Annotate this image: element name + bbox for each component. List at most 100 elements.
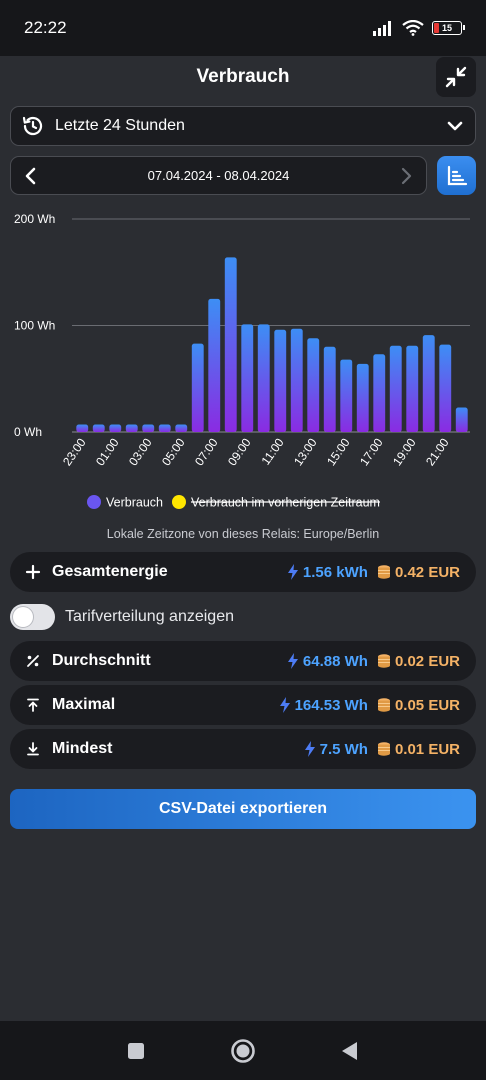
bar-1700[interactable] [373, 354, 386, 432]
chart-type-button[interactable] [437, 156, 476, 195]
bar-0900[interactable] [241, 324, 254, 432]
legend-label[interactable]: Verbrauch [106, 496, 163, 510]
bar-1300[interactable] [307, 338, 320, 432]
x-tick-label: 11:00 [259, 435, 287, 467]
status-time: 22:22 [24, 18, 67, 37]
coins-icon [377, 698, 390, 712]
bar-0600[interactable] [191, 343, 204, 432]
stat-maximum[interactable]: Maximal 164.53 Wh 0.05 EUR [10, 685, 476, 725]
bar-2000[interactable] [422, 335, 435, 432]
stat-cost-value: 0.05 EUR [394, 696, 460, 714]
back-icon[interactable] [340, 1040, 360, 1062]
bar-2300[interactable] [76, 424, 89, 432]
percent-icon [24, 654, 42, 668]
header: Verbrauch [0, 56, 486, 100]
stat-energy: 1.56 kWh [287, 564, 368, 581]
recents-icon[interactable] [126, 1041, 146, 1061]
stat-label: Maximal [52, 696, 116, 713]
stat-cost: 0.02 EUR [376, 653, 460, 670]
signal-icon [373, 21, 391, 36]
x-tick-label: 19:00 [390, 435, 419, 468]
bar-0100[interactable] [109, 424, 122, 432]
stat-label: Durchschnitt [52, 652, 151, 669]
consumption-chart-svg: 200 Wh 100 Wh 0 Wh 23:00 01:00 03:00 05:00 07:… [14, 212, 470, 510]
bar-2100[interactable] [439, 344, 452, 432]
coins-icon [377, 654, 390, 668]
toggle-knob [13, 607, 33, 627]
lightning-icon [287, 653, 298, 669]
export-csv-button[interactable]: CSV-Datei exportieren [10, 789, 476, 829]
bar-0800[interactable] [224, 257, 237, 432]
bar-1500[interactable] [340, 359, 353, 432]
bar-1800[interactable] [389, 345, 402, 432]
stat-cost: 0.01 EUR [376, 741, 460, 758]
x-tick-label: 21:00 [423, 435, 452, 468]
bar-1600[interactable] [356, 363, 369, 432]
stat-energy-value: 1.56 kWh [302, 563, 368, 581]
y-tick-label: 100 Wh [14, 319, 55, 333]
coins-icon [377, 565, 390, 579]
stat-energy: 64.88 Wh [287, 653, 368, 670]
x-tick-label: 15:00 [324, 435, 353, 468]
stat-label: Mindest [52, 740, 113, 757]
range-label: Letzte 24 Stunden [55, 117, 185, 134]
bar-0200[interactable] [125, 424, 138, 432]
x-tick-label: 09:00 [225, 435, 254, 468]
previous-date-icon[interactable] [23, 167, 39, 185]
bar-0000[interactable] [92, 424, 105, 432]
bar-chart-icon [447, 165, 467, 185]
wifi-icon [402, 20, 424, 36]
tariff-toggle-label: Tarifverteilung anzeigen [65, 608, 234, 625]
stat-average[interactable]: Durchschnitt 64.88 Wh 0.02 EUR [10, 641, 476, 681]
timezone-note: Lokale Zeitzone von dieses Relais: Europ… [106, 527, 380, 541]
bar-1000[interactable] [257, 324, 270, 432]
date-range: 07.04.2024 - 08.04.2024 [147, 168, 290, 183]
date-navigator: 07.04.2024 - 08.04.2024 [10, 156, 427, 195]
stat-minimum[interactable]: Mindest 7.5 Wh 0.01 EUR [10, 729, 476, 769]
stat-energy: 7.5 Wh [304, 741, 368, 758]
history-icon [22, 116, 43, 136]
battery-level: 15 [441, 23, 452, 33]
battery-icon: 15 [432, 21, 465, 35]
x-tick-label: 23:00 [60, 435, 89, 468]
legend-swatch[interactable] [171, 495, 186, 509]
stat-cost: 0.42 EUR [376, 564, 460, 581]
bar-0300[interactable] [142, 424, 155, 432]
bar-1400[interactable] [323, 346, 336, 432]
x-tick-label: 17:00 [357, 435, 386, 468]
stat-energy-value: 164.53 Wh [294, 696, 368, 714]
bar-1100[interactable] [274, 329, 287, 432]
status-icons: 15 [372, 20, 465, 36]
x-tick-label: 01:00 [93, 435, 122, 468]
x-tick-label: 13:00 [291, 435, 320, 468]
bar-0500[interactable] [175, 424, 188, 432]
y-tick-label: 200 Wh [14, 212, 55, 226]
stat-cost-value: 0.02 EUR [394, 652, 460, 670]
next-date-icon[interactable] [398, 167, 414, 185]
status-bar: 22:22 15 [0, 0, 486, 56]
arrow-up-to-line-icon [24, 698, 42, 712]
collapse-button[interactable] [436, 57, 476, 97]
system-nav-bar [0, 1021, 486, 1080]
tariff-toggle-row: Tarifverteilung anzeigen [10, 603, 476, 631]
lightning-icon [279, 697, 290, 713]
bar-2200[interactable] [455, 407, 468, 432]
coins-icon [377, 742, 390, 756]
stat-energy: 164.53 Wh [279, 697, 368, 714]
lightning-icon [287, 564, 298, 580]
bar-0400[interactable] [158, 424, 171, 432]
bar-1200[interactable] [290, 328, 303, 432]
tariff-toggle[interactable] [10, 604, 55, 630]
home-icon[interactable] [230, 1038, 256, 1064]
stat-cost-value: 0.42 EUR [394, 563, 460, 581]
stat-cost-value: 0.01 EUR [394, 740, 460, 758]
arrow-down-to-line-icon [24, 742, 42, 756]
stat-energy-value: 64.88 Wh [302, 652, 368, 670]
stat-total-energy[interactable]: Gesamtenergie 1.56 kWh 0.42 EUR [10, 552, 476, 592]
range-dropdown[interactable]: Letzte 24 Stunden [10, 106, 476, 146]
chevron-down-icon [447, 121, 463, 131]
bar-1900[interactable] [406, 345, 419, 432]
legend-swatch[interactable] [87, 495, 101, 509]
bar-0700[interactable] [208, 298, 221, 432]
consumption-chart: 200 Wh 100 Wh 0 Wh 23:00 01:00 03:00 05:00 07:… [0, 205, 486, 535]
